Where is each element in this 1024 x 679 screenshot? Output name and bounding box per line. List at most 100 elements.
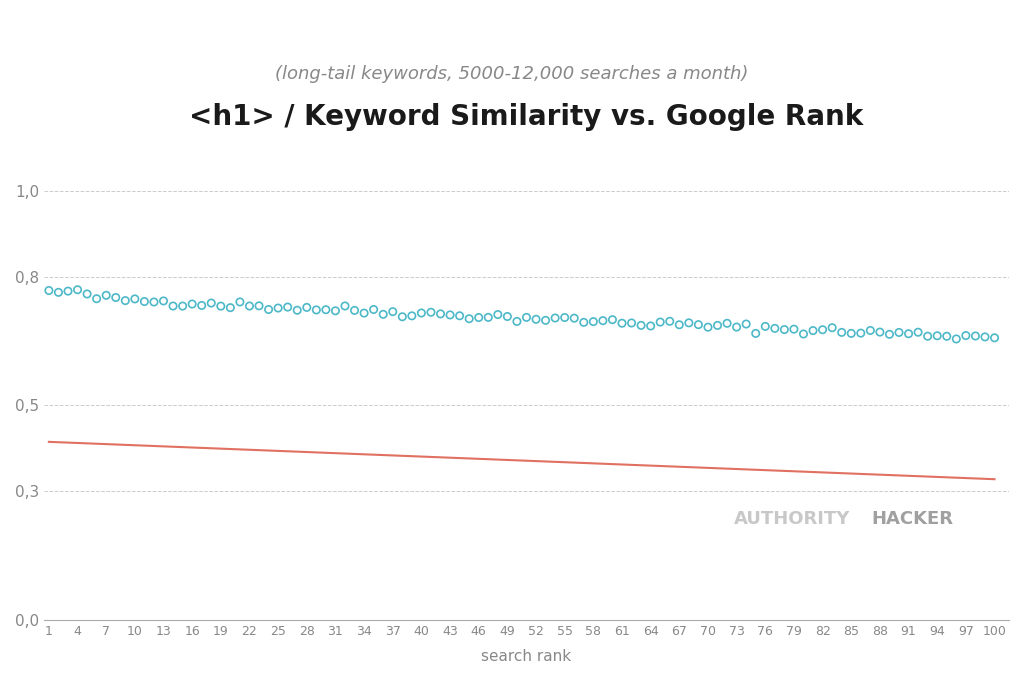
Point — [88, 293, 104, 304]
Point — [595, 315, 611, 326]
Point — [948, 333, 965, 344]
Point — [403, 310, 420, 321]
Point — [432, 308, 449, 319]
Point — [862, 325, 879, 336]
Point — [41, 285, 57, 296]
Point — [117, 295, 133, 306]
Point — [652, 316, 669, 327]
Point — [79, 289, 95, 299]
Point — [136, 296, 153, 307]
Point — [423, 307, 439, 318]
Point — [471, 312, 487, 323]
Point — [710, 320, 726, 331]
Point — [929, 330, 945, 341]
Point — [509, 316, 525, 327]
Point — [585, 316, 601, 327]
Point — [366, 304, 382, 315]
Point — [920, 331, 936, 342]
Point — [280, 301, 296, 312]
Point — [642, 320, 658, 331]
Point — [575, 317, 592, 328]
Point — [662, 316, 678, 327]
Point — [442, 310, 459, 320]
Point — [452, 310, 468, 321]
Point — [604, 314, 621, 325]
Point — [375, 309, 391, 320]
Point — [394, 312, 411, 323]
Point — [853, 328, 869, 339]
Point — [796, 329, 812, 340]
Point — [910, 327, 927, 337]
Point — [939, 331, 955, 342]
Point — [968, 331, 984, 342]
Point — [824, 323, 841, 333]
Point — [461, 313, 477, 324]
Point — [231, 297, 248, 308]
Point — [308, 304, 325, 315]
Point — [891, 327, 907, 338]
Point — [108, 292, 124, 303]
Point — [900, 328, 916, 339]
Point — [242, 301, 258, 312]
Point — [414, 308, 430, 318]
Point — [213, 301, 229, 312]
Point — [251, 300, 267, 311]
Point — [156, 295, 172, 306]
Point — [834, 327, 850, 338]
Point — [499, 311, 515, 322]
Point — [767, 323, 783, 334]
Point — [346, 305, 362, 316]
Text: AUTHORITY: AUTHORITY — [734, 510, 850, 528]
Point — [317, 304, 334, 315]
Point — [59, 286, 76, 297]
Point — [957, 330, 974, 341]
Point — [776, 324, 793, 335]
Point — [547, 312, 563, 323]
Point — [757, 321, 773, 332]
Point — [805, 325, 821, 336]
Point — [633, 320, 649, 331]
Point — [50, 287, 67, 298]
Point — [566, 313, 583, 324]
Point — [165, 301, 181, 312]
Point — [203, 297, 219, 308]
Point — [222, 302, 239, 313]
Point — [518, 312, 535, 323]
Point — [194, 300, 210, 311]
Point — [748, 328, 764, 339]
Point — [671, 319, 687, 330]
Point — [98, 290, 115, 301]
Point — [699, 322, 716, 333]
Point — [184, 299, 201, 310]
Point — [977, 331, 993, 342]
Point — [556, 312, 572, 323]
Point — [738, 318, 755, 329]
Point — [527, 314, 544, 325]
Text: (long-tail keywords, 5000-12,000 searches a month): (long-tail keywords, 5000-12,000 searche… — [275, 65, 749, 83]
Point — [882, 329, 898, 340]
Point — [337, 301, 353, 312]
Point — [145, 297, 162, 308]
Point — [681, 317, 697, 328]
Point — [814, 325, 830, 335]
Point — [538, 315, 554, 326]
Point — [328, 306, 344, 316]
Point — [489, 309, 506, 320]
Point — [871, 327, 888, 337]
Point — [385, 306, 401, 317]
Point — [174, 301, 190, 312]
Point — [70, 285, 86, 295]
Point — [986, 332, 1002, 343]
Point — [356, 308, 373, 318]
Point — [843, 328, 859, 339]
Title: <h1> / Keyword Similarity vs. Google Rank: <h1> / Keyword Similarity vs. Google Ran… — [189, 103, 863, 131]
Point — [719, 318, 735, 329]
Point — [728, 322, 744, 333]
Point — [690, 319, 707, 330]
Point — [260, 304, 276, 315]
X-axis label: search rank: search rank — [481, 649, 571, 664]
Text: HACKER: HACKER — [870, 510, 953, 528]
Point — [624, 318, 640, 329]
Point — [613, 318, 630, 329]
Point — [785, 324, 802, 335]
